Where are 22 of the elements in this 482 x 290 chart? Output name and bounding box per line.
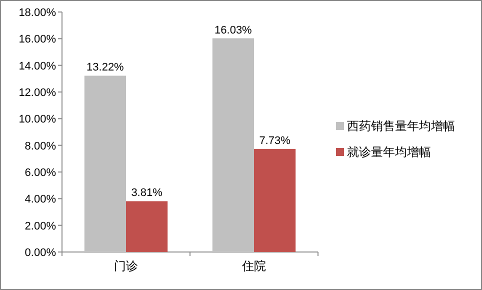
legend-label: 西药销售量年均增幅 xyxy=(347,119,455,133)
y-tick-label: 6.00% xyxy=(24,167,56,179)
y-tick-label: 0.00% xyxy=(24,247,56,259)
y-tick-label: 14.00% xyxy=(18,60,56,72)
y-tick-label: 2.00% xyxy=(24,220,56,232)
data-label: 7.73% xyxy=(259,134,291,147)
data-label: 13.22% xyxy=(86,62,124,74)
bar xyxy=(212,38,254,252)
x-tick-label: 住院 xyxy=(241,259,266,273)
x-tick-label: 门诊 xyxy=(114,259,138,273)
y-tick-label: 18.00% xyxy=(18,7,56,19)
bar xyxy=(84,76,126,252)
bar xyxy=(126,201,168,252)
y-tick-label: 8.00% xyxy=(24,140,56,152)
y-tick-label: 12.00% xyxy=(18,87,56,99)
data-label: 16.03% xyxy=(214,24,252,36)
legend-label: 就诊量年均增幅 xyxy=(347,145,431,159)
y-tick-label: 16.00% xyxy=(18,34,56,46)
y-tick-label: 10.00% xyxy=(18,114,56,126)
data-label: 3.81% xyxy=(131,187,163,200)
bar xyxy=(254,148,296,252)
y-tick-label: 4.00% xyxy=(24,194,56,206)
